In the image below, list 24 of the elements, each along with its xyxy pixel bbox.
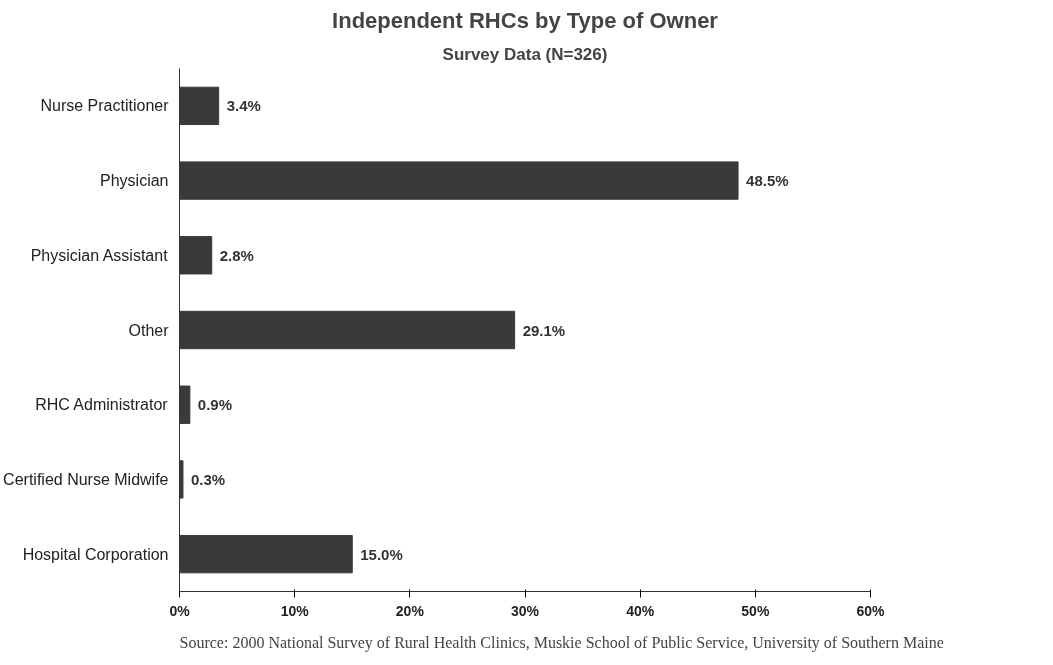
data-label: 2.8% xyxy=(219,246,254,264)
data-label: 15.0% xyxy=(360,545,403,563)
x-tick-label: 60% xyxy=(856,602,886,619)
y-tick-label: Physician xyxy=(100,172,169,190)
source-note: Source: 2000 National Survey of Rural Health Clinics, Muskie School of Public Service, University of Southern Maine xyxy=(179,633,944,652)
y-tick-label: Physician Assistant xyxy=(30,246,169,264)
y-tick-label: Nurse Practitioner xyxy=(40,97,170,115)
x-tick-label: 20% xyxy=(395,602,425,619)
data-label: 3.4% xyxy=(226,97,261,115)
chart-subtitle: Survey Data (N=326) xyxy=(442,44,608,64)
chart-title: Independent RHCs by Type of Owner xyxy=(332,7,719,33)
x-tick-label: 50% xyxy=(741,602,770,619)
x-tick-label: 40% xyxy=(626,602,655,619)
x-tick-label: 0% xyxy=(169,602,191,619)
x-tick-label: 10% xyxy=(280,602,310,619)
x-tick-label: 30% xyxy=(510,602,540,619)
data-label: 0.9% xyxy=(197,396,233,414)
y-tick-label: RHC Administrator xyxy=(35,396,169,414)
y-tick-label: Other xyxy=(128,321,170,339)
data-label: 0.3% xyxy=(190,470,226,488)
y-tick-label: Certified Nurse Midwife xyxy=(3,470,169,488)
data-label: 48.5% xyxy=(746,172,789,190)
data-label: 29.1% xyxy=(522,321,566,339)
y-tick-label: Hospital Corporation xyxy=(22,545,169,563)
